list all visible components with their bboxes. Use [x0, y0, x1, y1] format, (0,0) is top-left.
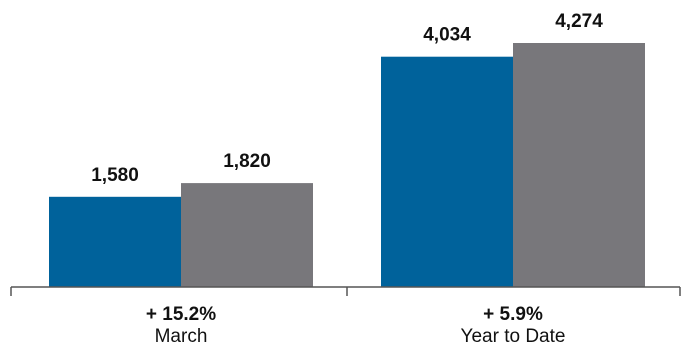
category-label: Year to Date	[461, 326, 566, 347]
category-labels-group: + 15.2%March + 5.9%Year to Date	[146, 304, 566, 347]
bar-value-label: 1,580	[91, 165, 139, 186]
bars-group	[49, 43, 645, 288]
change-percent-label: + 5.9%	[483, 304, 543, 325]
change-percent-label: + 15.2%	[146, 304, 216, 325]
bar-series2-march	[181, 183, 313, 287]
bar-series1-march	[49, 196, 181, 287]
bar-series1-year-to-date	[381, 56, 513, 288]
value-labels-group: 1,580 1,820 4,034 4,274	[91, 11, 603, 186]
x-axis	[10, 286, 681, 296]
bar-value-label: 4,034	[423, 25, 471, 46]
category-label: March	[155, 326, 208, 347]
bar-series2-year-to-date	[513, 43, 645, 287]
bar-value-label: 1,820	[223, 151, 271, 172]
bar-value-label: 4,274	[555, 11, 603, 32]
